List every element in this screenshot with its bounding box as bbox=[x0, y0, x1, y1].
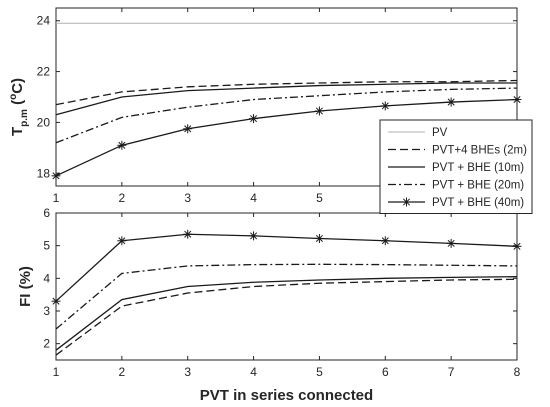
fi-series-line-2 bbox=[55, 263, 518, 330]
temp-y-tick-label: 24 bbox=[37, 14, 51, 28]
legend-entry: PV bbox=[388, 127, 448, 139]
legend: PV PVT+4 BHEs (2m) PVT + BHE (10m) PVT + BH… bbox=[379, 119, 533, 214]
temp-series-line-2 bbox=[55, 82, 517, 116]
fi-x-tick-label: 5 bbox=[316, 365, 323, 379]
fi-series-marker-3 bbox=[249, 231, 259, 241]
temp-x-tick-label: 2 bbox=[119, 191, 126, 205]
fi-x-tick-label: 3 bbox=[184, 365, 191, 379]
fi-series-marker-3 bbox=[380, 236, 390, 246]
temp-y-tick-label: 20 bbox=[37, 115, 51, 129]
temp-x-tick-label: 5 bbox=[316, 191, 323, 205]
legend-entry: PVT + BHE (40m) bbox=[388, 197, 524, 209]
fi-series-marker-3 bbox=[314, 233, 324, 243]
temp-series-marker-4 bbox=[117, 140, 127, 150]
temp-series-marker-4 bbox=[51, 171, 61, 181]
legend-entry: PVT + BHE (10m) bbox=[388, 162, 524, 174]
legend-label: PVT+4 BHEs (2m) bbox=[432, 145, 527, 157]
fi-axes-frame bbox=[55, 212, 518, 361]
legend-label: PVT + BHE (10m) bbox=[432, 162, 524, 174]
fi-series-marker-3 bbox=[446, 238, 456, 248]
fi-series-marker-3 bbox=[117, 236, 127, 246]
fi-y-tick-label: 2 bbox=[43, 337, 50, 351]
fi-y-tick-label: 6 bbox=[43, 206, 50, 220]
legend-label: PVT + BHE (40m) bbox=[432, 197, 524, 209]
fi-y-tick-label: 4 bbox=[43, 271, 50, 285]
fi-series-marker-3 bbox=[183, 229, 193, 239]
fi-x-tick-label: 8 bbox=[514, 365, 521, 379]
temp-series-marker-4 bbox=[512, 95, 522, 105]
temp-series-marker-4 bbox=[446, 97, 456, 107]
temp-series-marker-4 bbox=[314, 106, 324, 116]
x-axis-title: PVT in series connected bbox=[200, 387, 373, 404]
legend-label: PVT + BHE (20m) bbox=[432, 180, 524, 192]
fi-series-line-0 bbox=[55, 278, 518, 356]
temp-y-axis-title: Tp.m (oC) bbox=[8, 78, 30, 136]
temp-series-marker-4 bbox=[183, 124, 193, 134]
legend-entry: PVT + BHE (20m) bbox=[388, 180, 524, 192]
temp-series-line-4 bbox=[55, 98, 518, 177]
temp-series-line-3 bbox=[55, 87, 518, 144]
fi-series-marker-3 bbox=[51, 296, 61, 306]
temp-series-marker-4 bbox=[249, 114, 259, 124]
fi-series-marker-3 bbox=[512, 241, 522, 251]
legend-entry: PVT+4 BHEs (2m) bbox=[388, 145, 527, 157]
temp-x-tick-label: 1 bbox=[53, 191, 60, 205]
temp-series-marker-4 bbox=[380, 101, 390, 111]
temp-x-tick-label: 4 bbox=[250, 191, 257, 205]
fi-y-axis-title: FI (%) bbox=[17, 266, 34, 307]
fi-y-tick-label: 5 bbox=[43, 239, 50, 253]
legend-star-marker bbox=[402, 197, 411, 207]
temp-series-line-1 bbox=[55, 79, 518, 106]
fi-x-tick-label: 1 bbox=[53, 365, 60, 379]
fi-series-line-1 bbox=[55, 276, 518, 351]
legend-label: PV bbox=[432, 127, 448, 139]
fi-y-tick-label: 3 bbox=[43, 304, 50, 318]
fi-x-tick-label: 2 bbox=[119, 365, 126, 379]
fi-x-tick-label: 7 bbox=[448, 365, 455, 379]
temp-x-tick-label: 3 bbox=[184, 191, 191, 205]
temp-y-tick-label: 22 bbox=[37, 65, 51, 79]
fi-series-line-3 bbox=[55, 233, 518, 302]
temp-y-tick-label: 18 bbox=[37, 166, 51, 180]
fi-x-tick-label: 6 bbox=[382, 365, 389, 379]
fi-x-tick-label: 4 bbox=[250, 365, 257, 379]
